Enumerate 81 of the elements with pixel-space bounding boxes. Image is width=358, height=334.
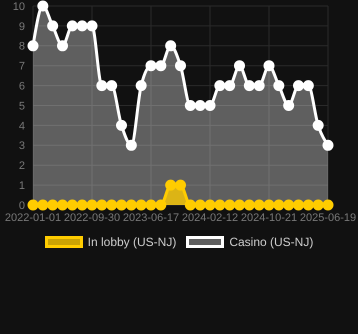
y-tick-label: 9 (18, 20, 25, 33)
point (175, 60, 186, 72)
point (184, 100, 196, 111)
point (116, 200, 127, 210)
point (37, 200, 48, 210)
point (96, 80, 108, 92)
point (96, 200, 108, 210)
point (194, 100, 206, 111)
point (244, 80, 255, 92)
point (273, 80, 284, 92)
point (146, 200, 156, 210)
point (224, 80, 236, 92)
point (86, 200, 98, 210)
x-tick-label: 2024-10-21 (240, 212, 298, 224)
y-tick-label: 5 (18, 100, 25, 112)
y-tick-label: 3 (18, 140, 25, 152)
point (244, 200, 255, 210)
point (106, 200, 118, 210)
x-tick-label: 2024-02-12 (182, 212, 238, 224)
point (264, 60, 274, 72)
point (155, 60, 166, 72)
point (214, 80, 226, 92)
y-tick-label: 6 (18, 80, 25, 93)
point (302, 200, 314, 210)
point (302, 80, 314, 92)
point (76, 200, 88, 210)
point (234, 60, 245, 72)
point (283, 100, 294, 111)
point (322, 140, 334, 151)
point (86, 20, 98, 32)
point (312, 200, 324, 210)
point (76, 20, 88, 32)
point (165, 40, 176, 52)
y-tick-label: 4 (18, 120, 25, 132)
point (175, 180, 186, 191)
point (116, 120, 127, 131)
point (264, 200, 274, 210)
point (146, 60, 156, 72)
y-tick-label: 0 (18, 200, 25, 212)
point (254, 200, 265, 210)
point (126, 200, 137, 210)
point (57, 40, 68, 52)
point (155, 200, 166, 210)
y-tick-label: 10 (12, 0, 25, 13)
x-tick-label: 2023-06-17 (122, 212, 180, 224)
y-tick-label: 8 (18, 40, 25, 53)
x-tick-label: 2022-01-01 (4, 212, 62, 224)
point (273, 200, 284, 210)
point (254, 80, 265, 92)
point (214, 200, 226, 210)
point (28, 200, 38, 210)
point (293, 80, 304, 92)
y-tick-label: 2 (18, 160, 25, 172)
y-tick-label: 1 (18, 180, 25, 192)
point (283, 200, 294, 210)
point (184, 200, 196, 210)
y-tick-label: 7 (18, 60, 25, 73)
point (66, 20, 78, 32)
point (37, 0, 48, 12)
point (47, 20, 58, 32)
point (234, 200, 245, 210)
point (322, 200, 334, 210)
point (106, 80, 118, 92)
point (126, 140, 137, 151)
point (57, 200, 68, 210)
x-tick-label: 2022-09-30 (64, 212, 120, 224)
point (28, 40, 38, 52)
point (47, 200, 58, 210)
point (66, 200, 78, 210)
point (136, 80, 147, 92)
point (165, 180, 176, 191)
point (204, 200, 216, 210)
x-tick-label: 2025-06-19 (300, 212, 356, 224)
legend-label: In lobby (US-NJ) (88, 235, 176, 249)
point (224, 200, 236, 210)
point (204, 100, 216, 111)
point (293, 200, 304, 210)
point (136, 200, 147, 210)
point (194, 200, 206, 210)
point (312, 120, 324, 131)
legend-label: Casino (US-NJ) (229, 235, 314, 249)
